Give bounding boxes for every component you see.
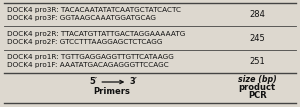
Text: DOCK4 pro2R: TTACATGTTATTGACTAGGAAAAATG: DOCK4 pro2R: TTACATGTTATTGACTAGGAAAAATG <box>7 30 185 36</box>
Text: 245: 245 <box>249 33 265 42</box>
Text: DOCK4 pro3R: TACACAATATATCAATGCTATCACTC: DOCK4 pro3R: TACACAATATATCAATGCTATCACTC <box>7 7 181 13</box>
Text: 3′: 3′ <box>129 77 137 86</box>
Text: 251: 251 <box>249 57 265 66</box>
Text: DOCK4 pro2F: GTCCTTTAAGGAGCTCTCAGG: DOCK4 pro2F: GTCCTTTAAGGAGCTCTCAGG <box>7 39 163 45</box>
Text: PCR: PCR <box>248 91 267 100</box>
Text: DOCK4 pro3F: GGTAAGCAAATGGATGCAG: DOCK4 pro3F: GGTAAGCAAATGGATGCAG <box>7 15 156 21</box>
Text: product: product <box>239 83 276 92</box>
Text: 5′: 5′ <box>89 77 97 86</box>
Text: DOCK4 pro1F: AAATATGACAGAGGGTTCCAGC: DOCK4 pro1F: AAATATGACAGAGGGTTCCAGC <box>7 62 169 68</box>
Text: DOCK4 pro1R: TGTTGAGGAGGTTGTTCATAAGG: DOCK4 pro1R: TGTTGAGGAGGTTGTTCATAAGG <box>7 54 174 60</box>
Text: Primers: Primers <box>93 88 130 97</box>
Text: 284: 284 <box>249 10 265 19</box>
Text: size (​bp​): size (​bp​) <box>238 76 277 85</box>
